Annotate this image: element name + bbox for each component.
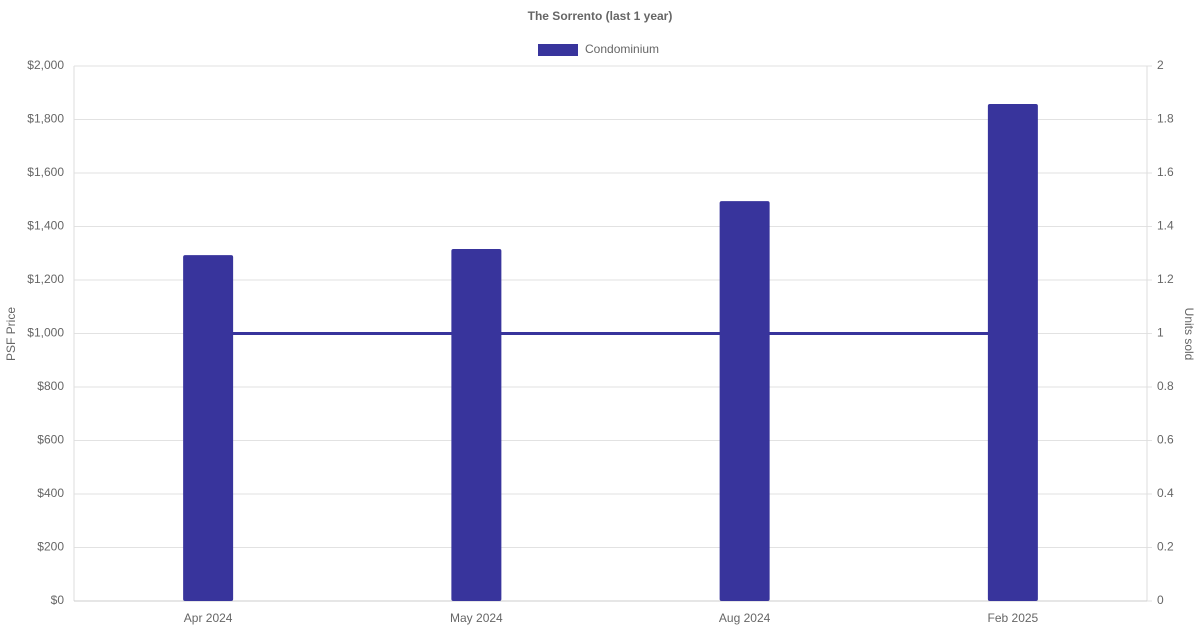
- y2-tick-label: 0.2: [1157, 540, 1174, 554]
- y-tick-label: $1,200: [27, 272, 64, 286]
- legend-swatch: [538, 44, 578, 56]
- y-axis-label: PSF Price: [4, 307, 18, 361]
- y-tick-label: $400: [37, 486, 64, 500]
- y-tick-label: $200: [37, 540, 64, 554]
- bar: [451, 248, 502, 601]
- y-tick-label: $600: [37, 433, 64, 447]
- y-tick-label: $1,400: [27, 219, 64, 233]
- chart-title: The Sorrento (last 1 year): [528, 9, 673, 23]
- legend-label: Condominium: [585, 42, 659, 56]
- y-tick-label: $2,000: [27, 58, 64, 72]
- y2-tick-label: 0.6: [1157, 433, 1174, 447]
- y-tick-label: $1,600: [27, 165, 64, 179]
- y2-tick-label: 0: [1157, 593, 1164, 607]
- y2-tick-label: 1.4: [1157, 219, 1174, 233]
- y2-tick-label: 1.6: [1157, 165, 1174, 179]
- bar: [987, 103, 1038, 602]
- y-tick-label: $1,000: [27, 326, 64, 340]
- y-tick-label: $800: [37, 379, 64, 393]
- bar: [183, 255, 234, 601]
- y2-tick-label: 0.4: [1157, 486, 1174, 500]
- y-tick-label: $1,800: [27, 112, 64, 126]
- y2-tick-label: 1.2: [1157, 272, 1174, 286]
- x-tick-label: Feb 2025: [988, 611, 1039, 625]
- x-tick-label: May 2024: [450, 611, 503, 625]
- y2-tick-label: 2: [1157, 58, 1164, 72]
- bar: [719, 201, 770, 601]
- y-tick-label: $0: [51, 593, 65, 607]
- x-tick-label: Apr 2024: [184, 611, 233, 625]
- x-tick-label: Aug 2024: [719, 611, 771, 625]
- y2-axis-label: Units sold: [1182, 308, 1196, 361]
- y2-tick-label: 1: [1157, 326, 1164, 340]
- y2-tick-label: 0.8: [1157, 379, 1174, 393]
- y2-tick-label: 1.8: [1157, 112, 1174, 126]
